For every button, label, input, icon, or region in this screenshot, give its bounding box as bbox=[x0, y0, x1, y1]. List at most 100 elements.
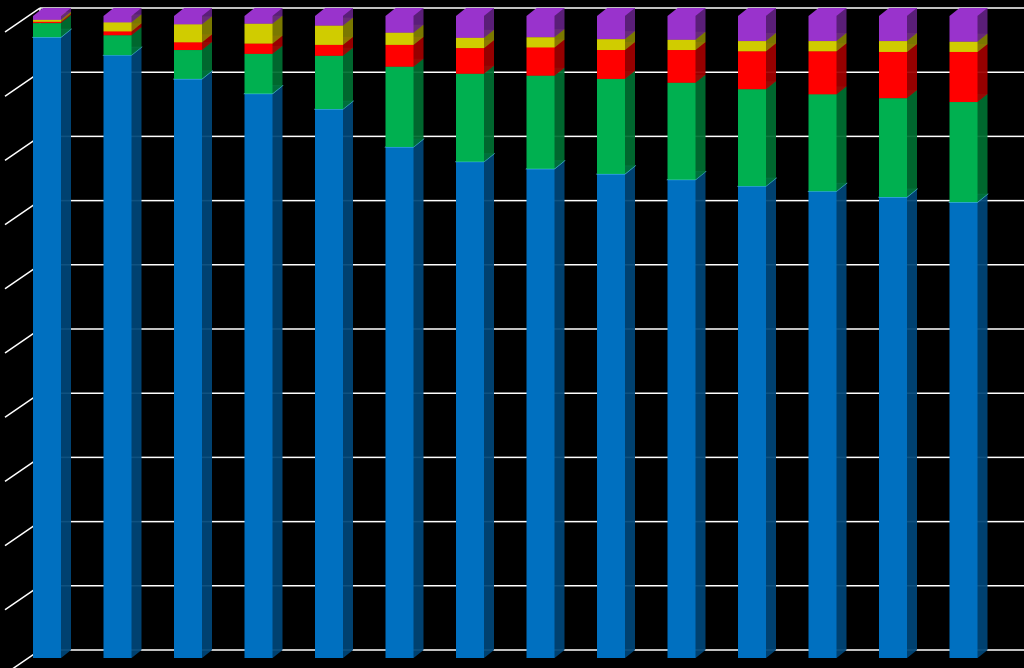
bar-side bbox=[695, 171, 706, 658]
bar-side-shade bbox=[907, 8, 917, 42]
bar-side-shade bbox=[695, 8, 706, 40]
bar-segment bbox=[597, 78, 625, 174]
bar-side-shade bbox=[977, 33, 988, 52]
bar-side bbox=[695, 42, 706, 83]
bar-segment bbox=[949, 102, 978, 203]
bar-side-shade bbox=[484, 29, 494, 49]
bar-segment bbox=[879, 41, 907, 52]
bar-side-shade bbox=[272, 45, 283, 94]
bar-side-shade bbox=[61, 11, 71, 22]
bar-side bbox=[413, 58, 424, 147]
bar-segment bbox=[385, 146, 414, 658]
bar-segment bbox=[174, 24, 202, 43]
bar-segment bbox=[879, 98, 907, 198]
bar-side bbox=[272, 15, 283, 44]
bar-side-shade bbox=[836, 86, 847, 192]
bar-side bbox=[554, 160, 565, 658]
bar-side-shade bbox=[766, 33, 776, 52]
bar-side bbox=[61, 8, 71, 20]
bar-side bbox=[625, 8, 635, 40]
bar-side bbox=[766, 81, 776, 187]
bar-side bbox=[907, 189, 917, 658]
bar-segment bbox=[315, 44, 343, 56]
bar-side-shade bbox=[766, 43, 776, 90]
bar-side-shade bbox=[343, 36, 353, 56]
bar-side-shade bbox=[625, 31, 635, 51]
bar-segment bbox=[315, 109, 343, 659]
bar-side bbox=[554, 39, 565, 76]
bar-side bbox=[343, 47, 353, 110]
bar-side-shade bbox=[484, 40, 494, 74]
bar-segment bbox=[385, 16, 414, 33]
bar-side bbox=[131, 27, 142, 56]
bar-segment bbox=[526, 16, 555, 38]
bar-segment bbox=[526, 47, 555, 76]
bar-segment bbox=[738, 89, 766, 187]
bar-side-shade bbox=[343, 17, 353, 45]
bar-side-shade bbox=[272, 15, 283, 44]
bar-side-shade bbox=[61, 13, 71, 24]
bar-side bbox=[625, 70, 635, 174]
bar-top bbox=[879, 8, 917, 16]
bar-side bbox=[484, 153, 494, 658]
bar-side-shade bbox=[61, 15, 71, 38]
bar-side bbox=[907, 90, 917, 198]
bar-side-shade bbox=[625, 165, 635, 658]
bar-side-shade bbox=[484, 8, 494, 38]
bar-side-shade bbox=[695, 31, 706, 51]
bar-side-shade bbox=[202, 16, 212, 43]
bar-side-shade bbox=[625, 8, 635, 40]
bar-segment bbox=[244, 16, 273, 24]
bar-top bbox=[597, 8, 635, 16]
bar-side bbox=[625, 42, 635, 79]
bar-side-shade bbox=[131, 8, 142, 23]
bar-segment bbox=[244, 43, 273, 54]
bar-side-shade bbox=[554, 160, 565, 658]
bar-side bbox=[836, 86, 847, 192]
bar-top bbox=[949, 8, 988, 16]
bar-segment bbox=[738, 51, 766, 90]
bar-side bbox=[554, 29, 565, 48]
bar-segment bbox=[526, 37, 555, 48]
bar-side-shade bbox=[836, 33, 847, 52]
bar-segment bbox=[808, 16, 837, 42]
bar-segment bbox=[949, 51, 978, 103]
bar-segment bbox=[667, 39, 696, 51]
bar-segment bbox=[526, 75, 555, 169]
bar-segment bbox=[808, 94, 837, 192]
bar-side-shade bbox=[766, 81, 776, 187]
bar-segment bbox=[879, 16, 907, 42]
bar-segment bbox=[385, 32, 414, 45]
bar-side bbox=[343, 17, 353, 45]
bar-top bbox=[174, 8, 212, 16]
bar-side bbox=[131, 8, 142, 23]
bar-side bbox=[766, 33, 776, 52]
bar-side bbox=[766, 178, 776, 658]
bar-side bbox=[977, 43, 988, 103]
bar-side-shade bbox=[413, 138, 424, 658]
bar-side-shade bbox=[977, 194, 988, 658]
bar-segment bbox=[174, 42, 202, 51]
bar-segment bbox=[456, 161, 484, 658]
bar-segment bbox=[738, 186, 766, 658]
bar-segment bbox=[33, 37, 61, 659]
bar-segment bbox=[738, 16, 766, 42]
bar-side-shade bbox=[695, 42, 706, 83]
bar-side-shade bbox=[836, 43, 847, 95]
bar-side bbox=[836, 33, 847, 52]
bar-side bbox=[202, 8, 212, 25]
bar-side-shade bbox=[766, 8, 776, 42]
bar-side-shade bbox=[484, 153, 494, 658]
bar-top bbox=[103, 8, 142, 16]
bar-segment bbox=[808, 191, 837, 659]
bar-side bbox=[695, 31, 706, 51]
bar-side-shade bbox=[977, 43, 988, 103]
bar-top bbox=[456, 8, 494, 16]
bar-side bbox=[413, 36, 424, 67]
bar-side-shade bbox=[343, 101, 353, 659]
bar-side-shade bbox=[131, 27, 142, 56]
bar-side bbox=[484, 8, 494, 38]
bar-side bbox=[977, 94, 988, 203]
